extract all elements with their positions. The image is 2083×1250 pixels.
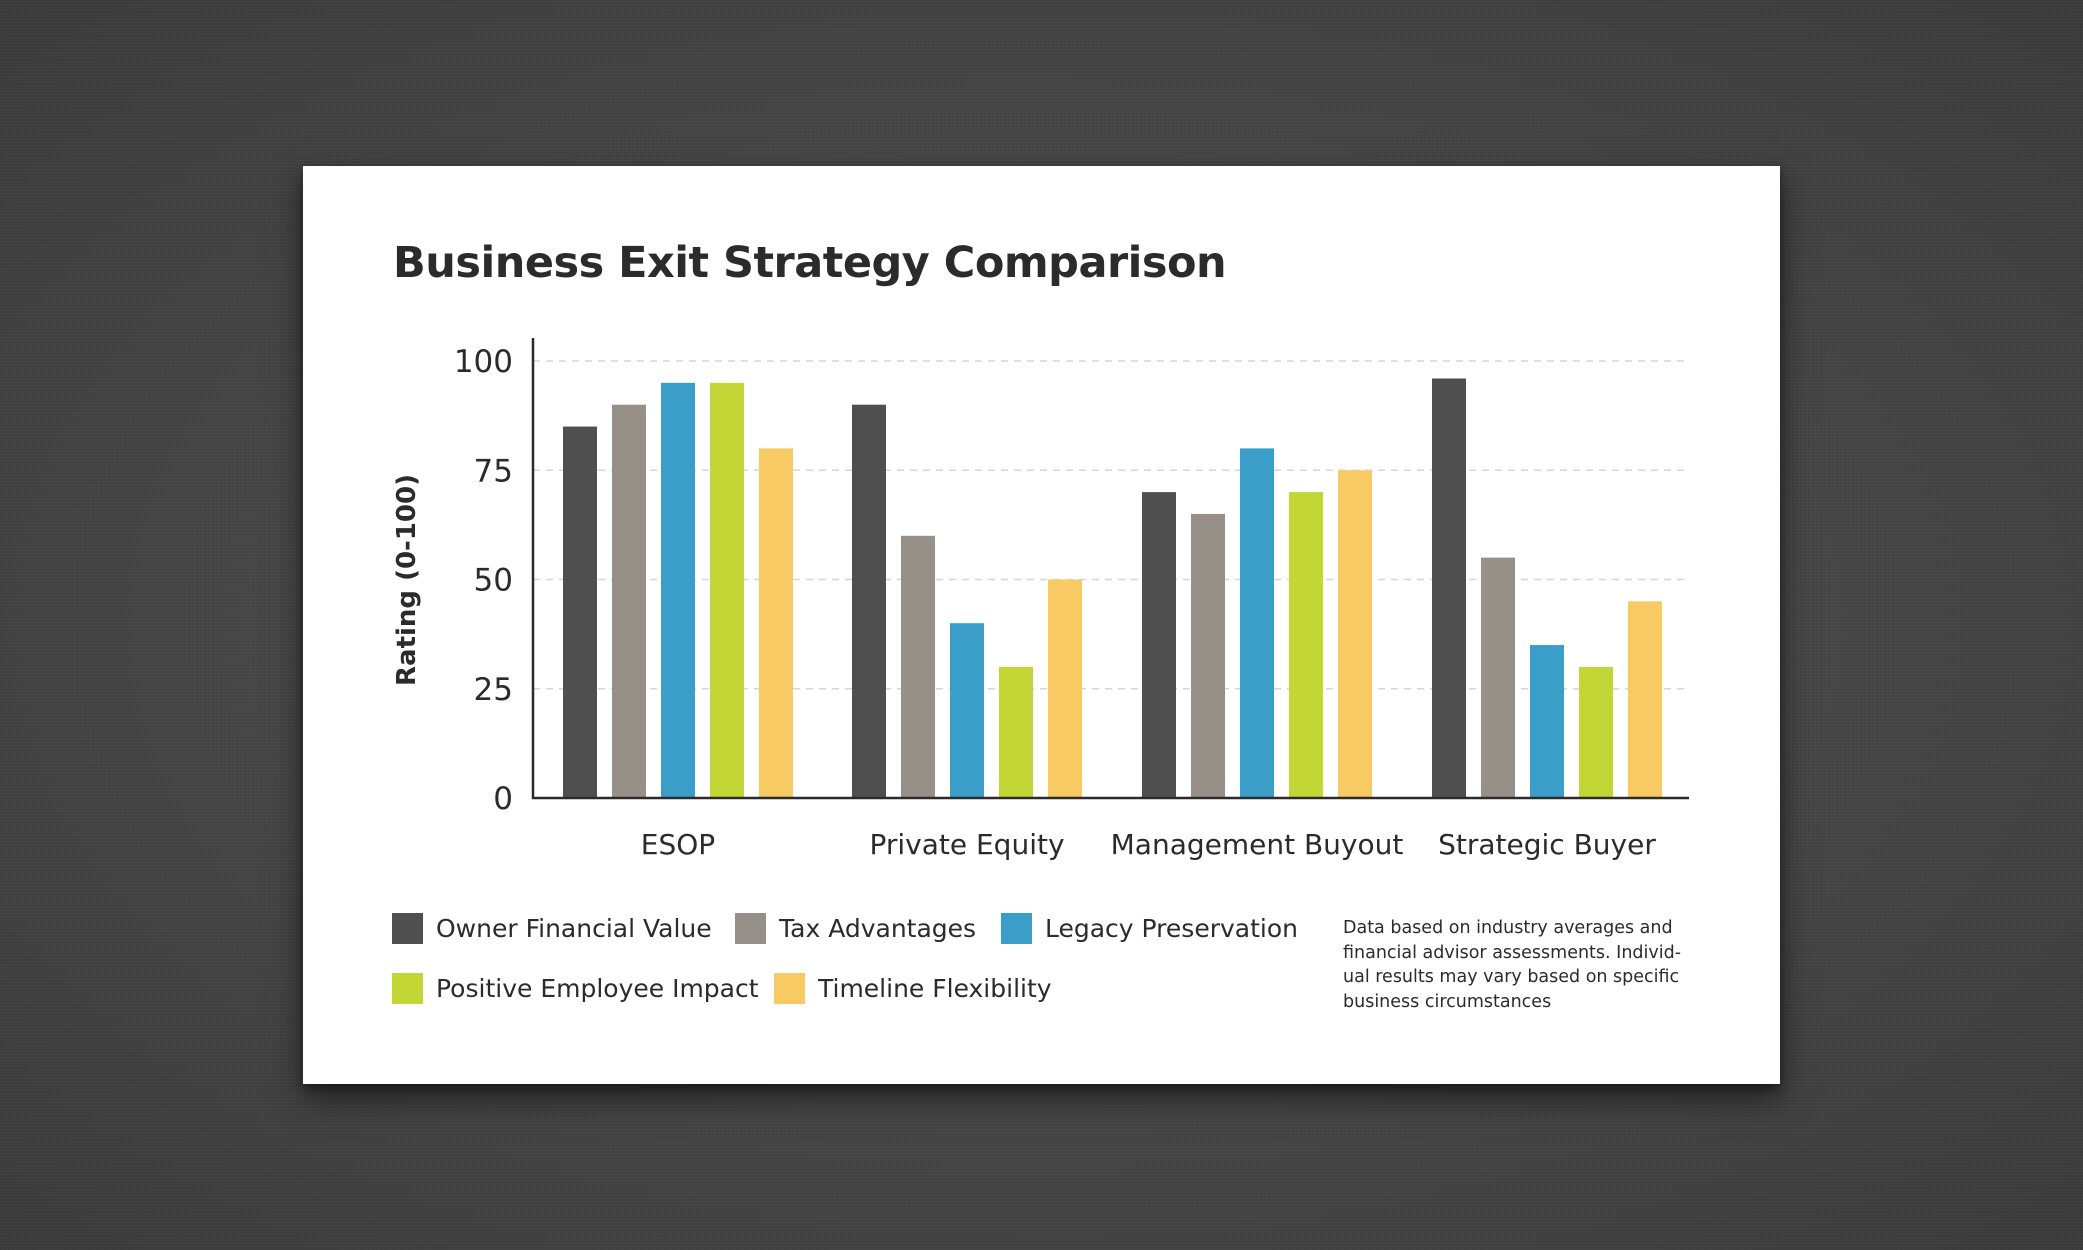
x-tick-label: Private Equity bbox=[869, 828, 1064, 861]
footnote: Data based on industry averages and finan… bbox=[1343, 916, 1703, 1014]
legend-label: Positive Employee Impact bbox=[436, 973, 759, 1003]
y-tick-label: 100 bbox=[454, 344, 513, 380]
chart-legend: Owner Financial Value Tax Advantages Legac… bbox=[392, 911, 1332, 1021]
y-tick-label: 0 bbox=[493, 781, 513, 817]
bar bbox=[612, 404, 646, 798]
x-tick-label: Management Buyout bbox=[1111, 828, 1404, 861]
x-tick-label: Strategic Buyer bbox=[1438, 828, 1656, 861]
footnote-line: Data based on industry averages and bbox=[1343, 918, 1673, 938]
footnote-line: business circumstances bbox=[1343, 991, 1552, 1012]
bar bbox=[852, 404, 886, 798]
bar bbox=[1432, 378, 1466, 798]
bar bbox=[1628, 601, 1662, 798]
legend-item: Legacy Preservation bbox=[1001, 911, 1298, 945]
chart-card: Business Exit Strategy Comparison 0 25 50 7… bbox=[303, 166, 1780, 1084]
bar bbox=[1579, 666, 1613, 798]
legend-label: Timeline Flexibility bbox=[818, 973, 1052, 1003]
bar bbox=[563, 426, 597, 798]
legend-item: Positive Employee Impact bbox=[392, 971, 759, 1005]
legend-swatch bbox=[1001, 912, 1032, 944]
bar bbox=[759, 448, 793, 798]
bar bbox=[1191, 513, 1225, 798]
legend-swatch bbox=[735, 912, 766, 944]
chart-title: Business Exit Strategy Comparison bbox=[393, 238, 1227, 288]
legend-label: Legacy Preservation bbox=[1045, 913, 1298, 943]
bar bbox=[1048, 579, 1082, 798]
bar bbox=[1142, 492, 1176, 798]
bar bbox=[999, 666, 1033, 798]
legend-label: Owner Financial Value bbox=[436, 913, 712, 943]
legend-swatch bbox=[392, 972, 423, 1004]
bar bbox=[901, 535, 935, 798]
footnote-line: financial advisor assessments. Individ- bbox=[1343, 942, 1682, 963]
legend-label: Tax Advantages bbox=[779, 913, 977, 943]
bar bbox=[1530, 645, 1564, 798]
y-tick-label: 50 bbox=[474, 563, 513, 599]
legend-item: Owner Financial Value bbox=[392, 911, 712, 945]
bar bbox=[1338, 470, 1372, 798]
bar bbox=[1481, 557, 1515, 798]
legend-item: Timeline Flexibility bbox=[774, 971, 1052, 1005]
bar bbox=[661, 382, 695, 798]
bar bbox=[1240, 448, 1274, 798]
y-tick-label: 25 bbox=[474, 672, 513, 708]
legend-swatch bbox=[392, 912, 423, 944]
bar bbox=[710, 382, 744, 798]
bar bbox=[1289, 492, 1323, 798]
y-axis-label: Rating (0-100) bbox=[392, 474, 422, 686]
footnote-line: ual results may vary based on specific bbox=[1343, 967, 1680, 987]
bar-chart: 0 25 50 75 100 Rating (0-100) ESOP Private Equi… bbox=[392, 338, 1689, 861]
y-tick-label: 75 bbox=[474, 453, 513, 489]
legend-item: Tax Advantages bbox=[735, 911, 976, 945]
x-tick-label: ESOP bbox=[641, 828, 715, 861]
legend-swatch bbox=[774, 972, 805, 1004]
bar bbox=[950, 623, 984, 798]
